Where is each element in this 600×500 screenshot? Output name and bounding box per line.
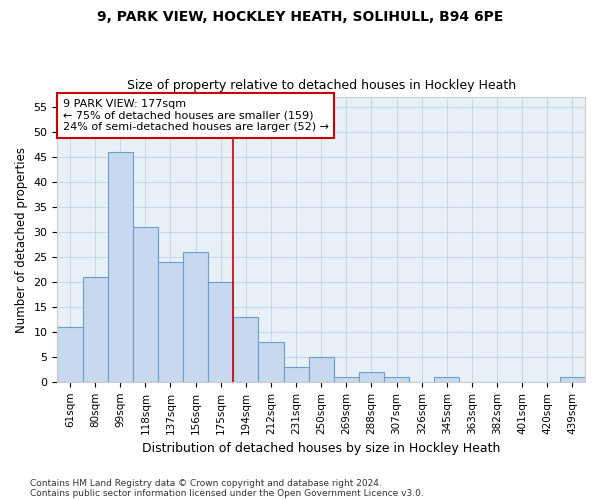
Bar [384, 377, 409, 382]
Bar [434, 377, 460, 382]
Y-axis label: Number of detached properties: Number of detached properties [15, 146, 28, 332]
Bar [133, 227, 158, 382]
Bar [208, 282, 233, 382]
Text: Contains public sector information licensed under the Open Government Licence v3: Contains public sector information licen… [30, 488, 424, 498]
Bar [284, 367, 308, 382]
Bar [58, 327, 83, 382]
Text: 9, PARK VIEW, HOCKLEY HEATH, SOLIHULL, B94 6PE: 9, PARK VIEW, HOCKLEY HEATH, SOLIHULL, B… [97, 10, 503, 24]
X-axis label: Distribution of detached houses by size in Hockley Heath: Distribution of detached houses by size … [142, 442, 500, 455]
Bar [560, 377, 585, 382]
Bar [83, 277, 107, 382]
Bar [259, 342, 284, 382]
Bar [334, 377, 359, 382]
Bar [107, 152, 133, 382]
Bar [359, 372, 384, 382]
Bar [308, 357, 334, 382]
Text: 9 PARK VIEW: 177sqm
← 75% of detached houses are smaller (159)
24% of semi-detac: 9 PARK VIEW: 177sqm ← 75% of detached ho… [62, 99, 329, 132]
Bar [158, 262, 183, 382]
Title: Size of property relative to detached houses in Hockley Heath: Size of property relative to detached ho… [127, 79, 516, 92]
Text: Contains HM Land Registry data © Crown copyright and database right 2024.: Contains HM Land Registry data © Crown c… [30, 478, 382, 488]
Bar [183, 252, 208, 382]
Bar [233, 317, 259, 382]
